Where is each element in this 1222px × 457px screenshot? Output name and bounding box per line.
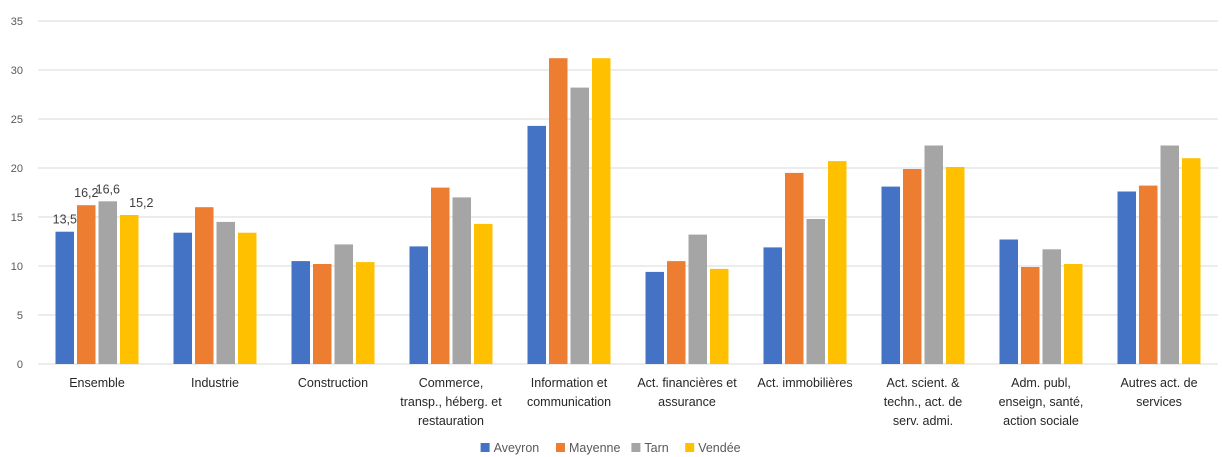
bar-tarn (924, 145, 943, 364)
bar-tarn (688, 234, 707, 364)
x-category-label: Ensemble (69, 376, 125, 390)
bar-vende (1064, 264, 1083, 364)
bar-tarn (452, 197, 471, 364)
bar-mayenne (77, 205, 96, 364)
x-category-label-line: Adm. publ, (1011, 376, 1071, 390)
bar-mayenne (1139, 185, 1158, 364)
y-tick-label: 5 (17, 310, 23, 322)
data-label: 16,6 (96, 182, 120, 196)
x-category-label: Adm. publ, enseign, santé, action sociale (999, 376, 1084, 428)
data-label: 13,5 (53, 213, 77, 227)
x-category-label: Construction (298, 376, 368, 390)
legend-swatch (685, 443, 695, 452)
bar-aveyron (645, 271, 664, 364)
legend-label: Mayenne (569, 441, 620, 455)
data-label: 16,2 (74, 186, 98, 200)
legend-label: Vendée (698, 441, 740, 455)
x-axis-category-labels: Ensemble Industrie Construction Commerce, tr… (69, 376, 1197, 428)
bar-vende (592, 58, 611, 364)
x-category-label-line: Industrie (191, 376, 239, 390)
legend: Aveyron Mayenne Tarn Vendée (480, 441, 741, 455)
x-category-label-line: techn., act. de (884, 395, 963, 409)
bar-aveyron (55, 231, 74, 364)
y-tick-label: 15 (11, 212, 23, 224)
bar-aveyron (527, 125, 546, 365)
bar-mayenne (1021, 267, 1040, 364)
x-category-label-line: Construction (298, 376, 368, 390)
bar-aveyron (291, 261, 310, 364)
x-category-label-line: communication (527, 395, 611, 409)
bar-mayenne (313, 264, 332, 364)
bar-aveyron (173, 232, 192, 364)
y-tick-label: 20 (11, 163, 23, 175)
bar-mayenne (785, 172, 804, 364)
x-category-label-line: Information et (531, 376, 608, 390)
bar-tarn (1160, 145, 1179, 364)
bar-mayenne (667, 261, 686, 364)
x-category-label-line: transp., héberg. et (400, 395, 502, 409)
legend-swatch (480, 443, 490, 452)
y-tick-label: 25 (11, 114, 23, 126)
x-category-label-line: Autres act. de (1120, 376, 1197, 390)
bars (55, 58, 1201, 365)
x-category-label: Commerce, transp., héberg. et restauration (400, 376, 502, 428)
x-category-label-line: Act. immobilières (757, 376, 852, 390)
x-category-label-line: action sociale (1003, 414, 1079, 428)
bar-tarn (216, 221, 235, 364)
x-category-label: Act. financières et assurance (637, 376, 737, 409)
y-tick-label: 10 (11, 261, 23, 273)
legend-swatch (556, 443, 565, 452)
y-tick-label: 30 (11, 65, 23, 77)
bar-mayenne (903, 169, 922, 364)
bar-aveyron (881, 186, 900, 364)
x-category-label: Industrie (191, 376, 239, 390)
x-category-label-line: serv. admi. (893, 414, 953, 428)
x-category-label-line: services (1136, 395, 1182, 409)
y-axis-tick-labels: 0 5 10 15 20 25 30 35 (11, 16, 23, 371)
legend-swatch (631, 443, 641, 452)
x-category-label-line: restauration (418, 414, 484, 428)
x-category-label-line: Commerce, (419, 376, 484, 390)
x-category-label-line: assurance (658, 395, 716, 409)
data-labels: 13,5 16,216,6 15,2 (53, 182, 154, 226)
x-category-label-line: Ensemble (69, 376, 125, 390)
bar-aveyron (1117, 191, 1136, 364)
bar-tarn (334, 244, 353, 364)
data-label: 15,2 (129, 196, 153, 210)
bar-tarn (806, 219, 825, 364)
bar-mayenne (431, 187, 450, 364)
bar-vende (238, 232, 257, 364)
legend-label: Tarn (644, 441, 668, 455)
gridlines (38, 20, 1218, 365)
bar-vende (474, 223, 493, 364)
bar-tarn (570, 87, 589, 364)
bar-vende (710, 268, 729, 364)
x-category-label: Act. scient. & techn., act. de serv. admi. (884, 376, 963, 428)
bar-mayenne (195, 207, 214, 364)
bar-vende (120, 215, 139, 364)
x-category-label: Information et communication (527, 376, 611, 409)
bar-mayenne (549, 58, 568, 364)
y-tick-label: 0 (17, 359, 23, 371)
bar-aveyron (763, 247, 782, 364)
x-category-label-line: enseign, santé, (999, 395, 1084, 409)
bar-vende (828, 161, 847, 364)
x-category-label-line: Act. financières et (637, 376, 737, 390)
bar-vende (946, 167, 965, 364)
bar-aveyron (999, 239, 1018, 364)
bar-tarn (98, 201, 117, 364)
bar-aveyron (409, 246, 428, 364)
legend-label: Aveyron (494, 441, 540, 455)
x-category-label: Act. immobilières (757, 376, 852, 390)
x-category-label-line: Act. scient. & (887, 376, 961, 390)
x-category-label: Autres act. de services (1120, 376, 1197, 409)
bar-tarn (1042, 249, 1061, 364)
y-tick-label: 35 (11, 16, 23, 28)
bar-vende (356, 262, 375, 364)
bar-vende (1182, 158, 1201, 364)
